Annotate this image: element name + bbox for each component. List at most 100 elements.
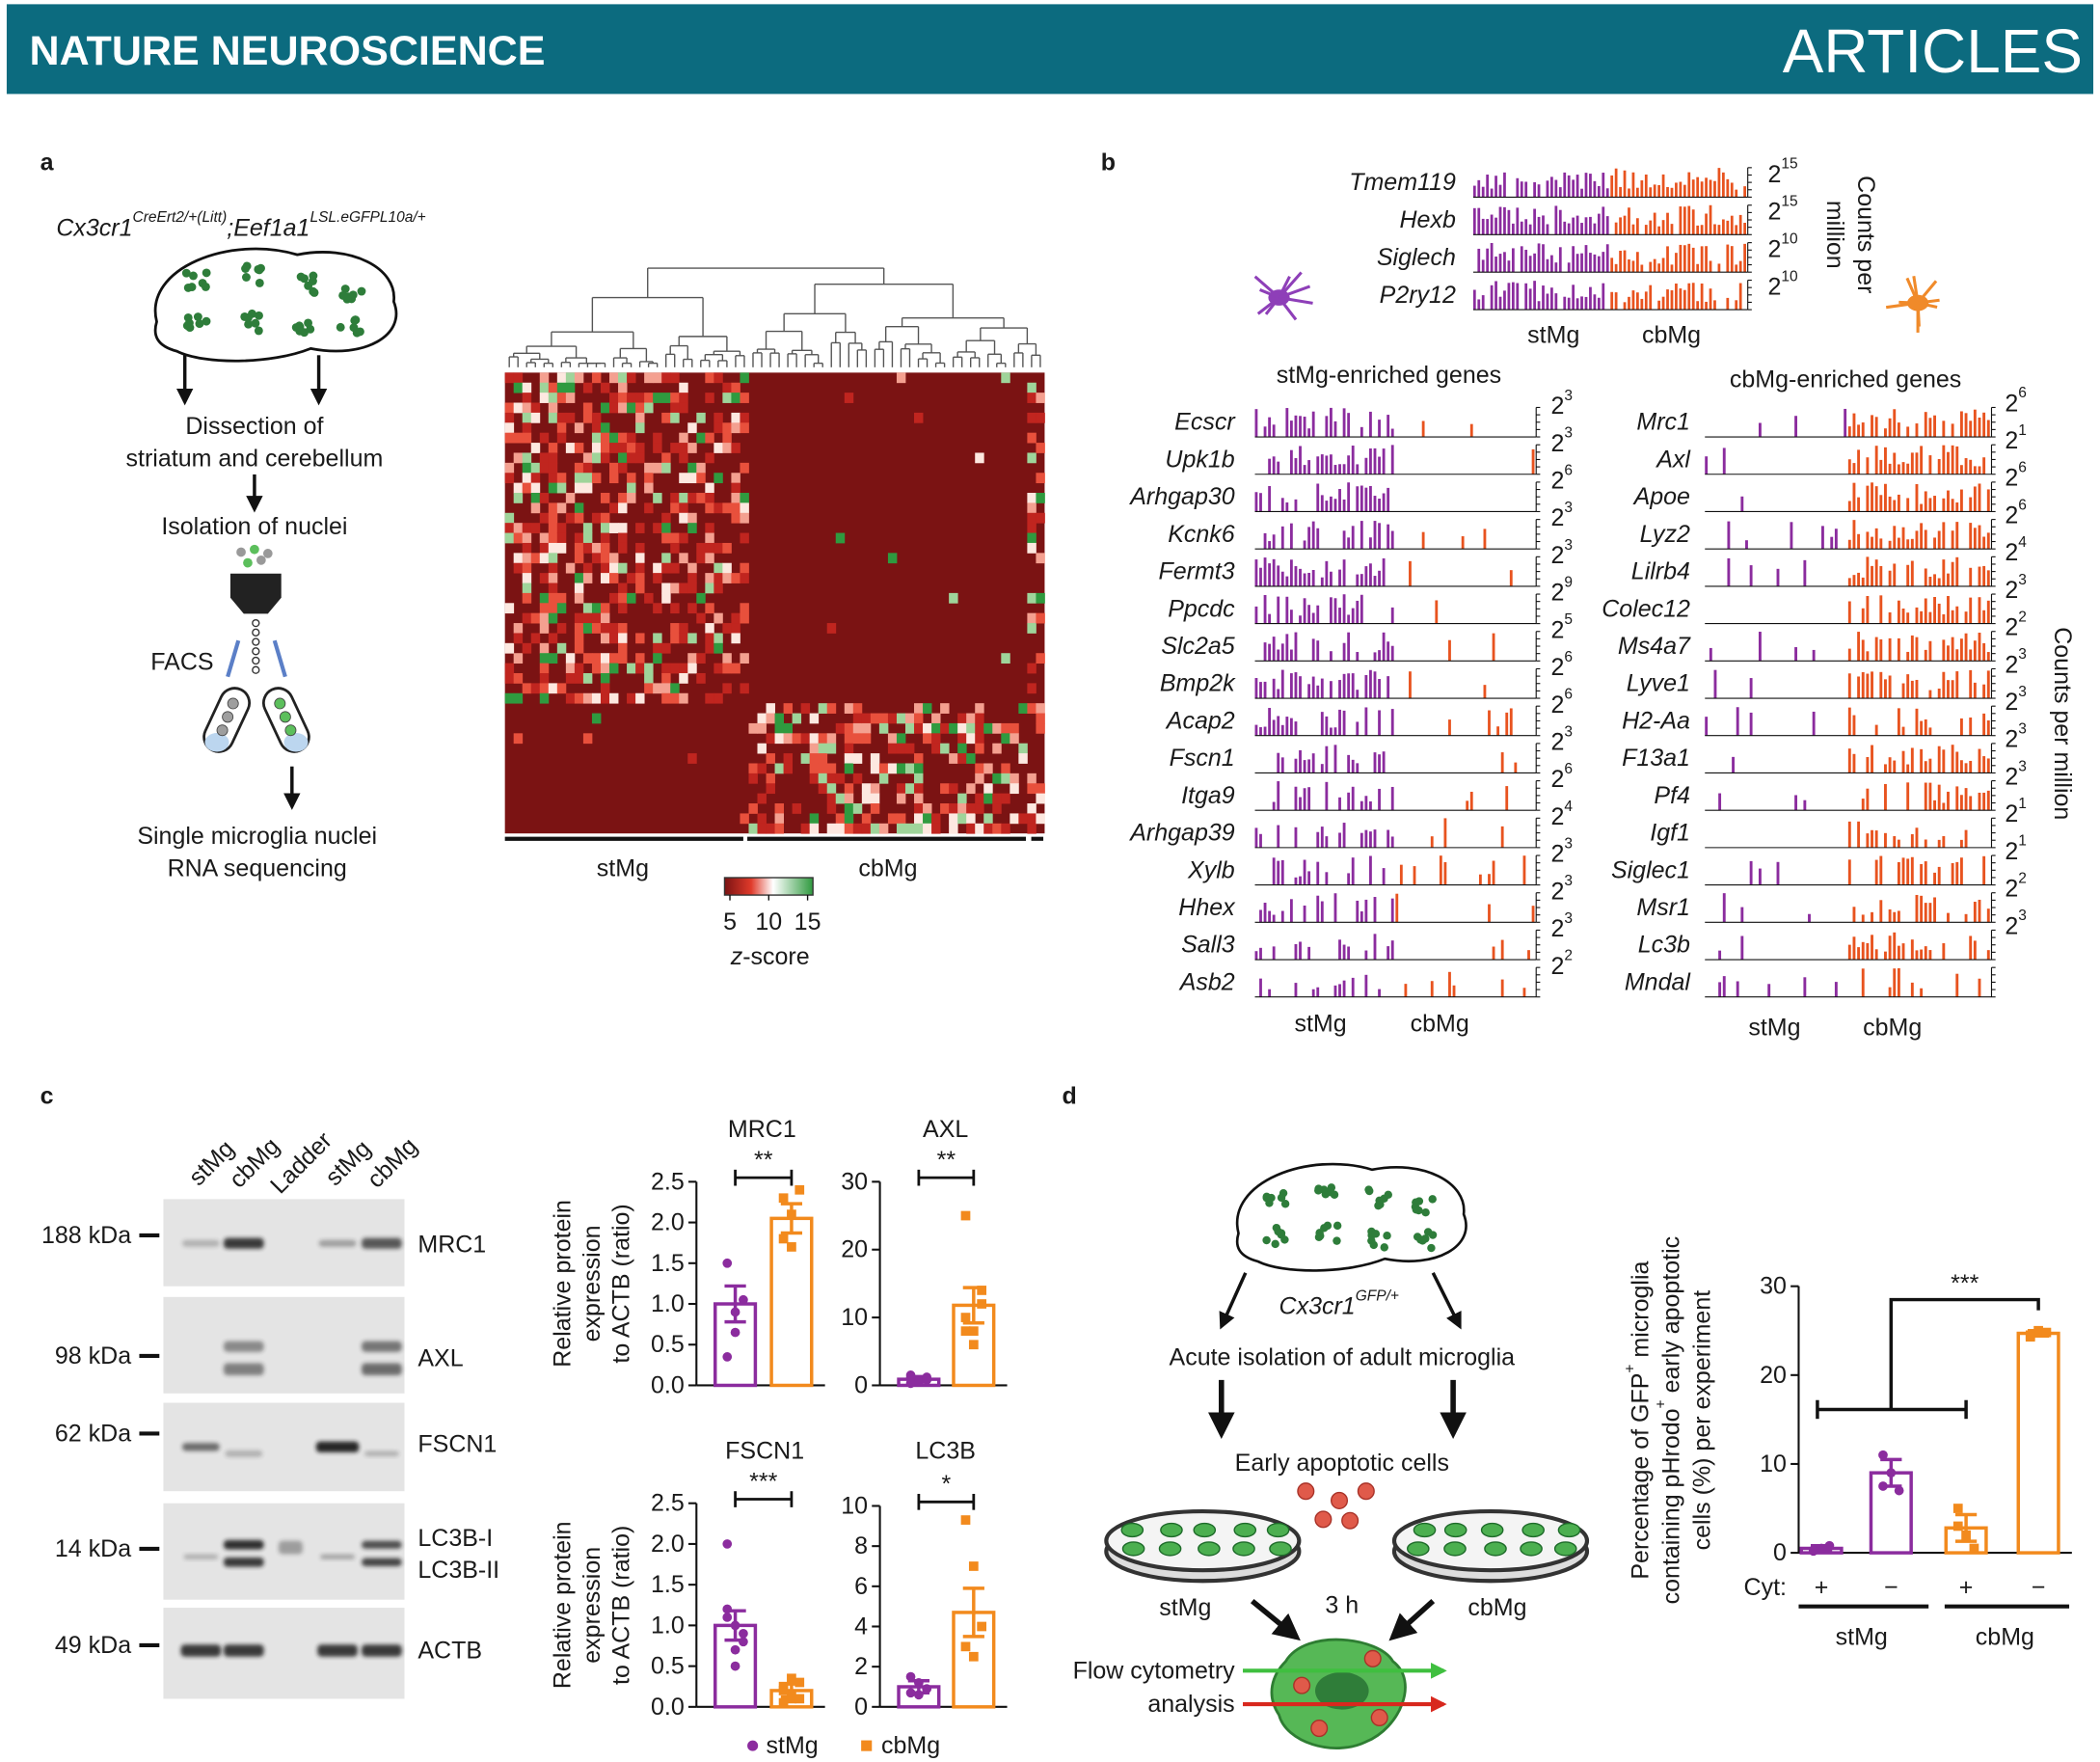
heatmap-cell <box>609 443 619 453</box>
expression-bar <box>1272 637 1276 662</box>
expression-bar <box>1959 795 1963 811</box>
strip-scale-part: 6 <box>2018 497 2027 513</box>
expression-bar <box>1915 452 1919 474</box>
strip-scale-part: 2 <box>1550 953 1564 980</box>
heatmap-cell <box>670 372 680 384</box>
y-axis-title-part: Percentage of GFP <box>1628 1373 1655 1580</box>
heatmap-cell <box>1001 823 1010 834</box>
heatmap-cell <box>522 482 532 494</box>
heatmap-cell <box>565 382 576 393</box>
heatmap-cell <box>713 633 723 644</box>
heatmap-cell <box>731 382 740 393</box>
heatmap-cell <box>766 713 775 724</box>
heatmap-cell <box>679 663 688 674</box>
legend-marker <box>747 1740 759 1751</box>
heatmap-cell <box>600 512 610 524</box>
heatmap-cell <box>504 692 515 704</box>
heatmap-cell <box>687 583 697 594</box>
expression-bar <box>1964 763 1968 773</box>
expression-bar <box>1897 600 1900 624</box>
expression-bar <box>1580 253 1583 273</box>
heatmap-cell <box>766 753 775 764</box>
expression-bar <box>1897 494 1900 512</box>
heatmap-cell <box>618 493 628 503</box>
heatmap-cell <box>582 562 593 574</box>
expression-bar <box>1705 301 1708 311</box>
heatmap-cell <box>992 743 1002 754</box>
heatmap-cell <box>627 402 636 414</box>
expression-bar <box>1696 263 1700 273</box>
expression-bar <box>1550 287 1553 311</box>
heatmap-cell <box>740 562 749 574</box>
group-label: stMg <box>1748 1015 1800 1042</box>
strip-scale-part: 2 <box>1550 504 1564 531</box>
expression-bar <box>1852 715 1856 736</box>
expression-bar <box>1342 710 1346 736</box>
heatmap-cell <box>627 592 636 604</box>
expression-bar <box>1928 498 1932 512</box>
expression-bar <box>1369 669 1372 699</box>
expression-bar <box>1874 486 1878 512</box>
expression-bar <box>1959 411 1963 438</box>
expression-bar <box>1289 420 1293 438</box>
expression-bar <box>1726 220 1730 235</box>
expression-bar <box>1871 482 1873 512</box>
expression-bar <box>1320 901 1324 923</box>
blot-band <box>363 1450 399 1457</box>
heatmap-cell <box>530 523 541 533</box>
expression-bar <box>1378 788 1381 811</box>
expression-bar <box>1866 596 1870 624</box>
data-point <box>960 1326 971 1337</box>
strip-scale-part: 6 <box>1564 648 1573 664</box>
strip-scale: 215 <box>1768 193 1798 226</box>
expression-bar <box>1709 647 1712 662</box>
heatmap-cell <box>679 553 688 564</box>
heatmap-cell <box>661 672 671 684</box>
expression-bar <box>1369 411 1372 438</box>
heatmap-cell <box>644 683 654 694</box>
chart-title: LC3B <box>915 1438 976 1465</box>
expression-bar <box>1901 527 1905 550</box>
expression-bar <box>1937 578 1941 586</box>
heatmap-cell <box>582 382 593 393</box>
expression-bar <box>1272 534 1276 550</box>
microglia-icon <box>1369 1240 1378 1250</box>
expression-bar <box>1969 420 1973 438</box>
expression-bar <box>1847 578 1851 586</box>
heatmap-cell <box>600 692 610 704</box>
expression-bar <box>1874 417 1878 438</box>
y-tick-label: 0 <box>1773 1539 1787 1566</box>
expression-bar <box>1906 782 1910 811</box>
y-axis-title: containing pHrodo+ early apoptotic <box>1653 1236 1685 1605</box>
heatmap-cell <box>940 783 950 795</box>
expression-bar <box>1879 638 1883 662</box>
gene-label: Lc3b <box>1638 932 1690 959</box>
heatmap-cell <box>653 683 662 694</box>
expression-bar <box>1421 531 1425 550</box>
heatmap-cell <box>627 573 636 583</box>
heatmap-cell <box>783 703 794 714</box>
expression-bar <box>1285 596 1289 624</box>
expression-bar <box>1852 482 1856 512</box>
heatmap-cell <box>670 633 680 644</box>
heatmap-cell <box>627 473 636 484</box>
strip-scale: 23 <box>1550 424 1573 457</box>
dish-microglia <box>1233 1522 1257 1538</box>
heatmap-cell <box>705 583 714 594</box>
expression-bar <box>1289 718 1293 736</box>
expression-bar <box>1330 681 1333 699</box>
heatmap-cell <box>887 713 898 724</box>
heatmap-cell <box>966 722 976 734</box>
expression-bar <box>1589 174 1592 198</box>
heatmap-cell <box>757 823 767 834</box>
expression-bar <box>1808 913 1811 923</box>
gene-label: Lilrb4 <box>1631 558 1690 585</box>
heatmap-cell <box>574 372 584 384</box>
expression-bar <box>1472 207 1476 235</box>
heatmap-cell <box>1010 722 1019 734</box>
genotype: Cx3cr1CreErt2/+(Litt);Eef1a1LSL.eGFPL10a… <box>56 209 425 242</box>
expression-bar <box>1661 220 1665 235</box>
strip-scale-part: 2 <box>2005 390 2018 417</box>
expression-bar <box>1982 565 1986 586</box>
